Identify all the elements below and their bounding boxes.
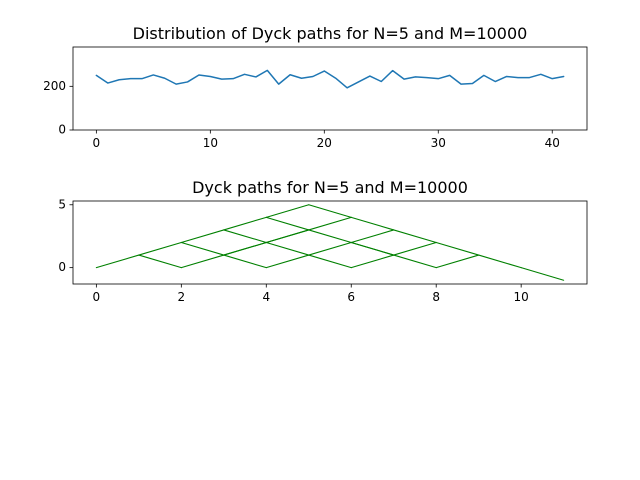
x-tick-label: 4 [262, 290, 270, 304]
y-tick-label: 0 [58, 260, 66, 274]
dyck-path-segment [95, 254, 140, 269]
dyck-path-segment [265, 204, 310, 218]
dyck-path-segment [308, 204, 352, 218]
dyck-path-segment [350, 241, 395, 256]
dyck-path-segment [393, 254, 437, 269]
x-tick-label: 0 [93, 290, 101, 304]
dyck-path-segment [308, 241, 352, 256]
dyck-path-segment [478, 254, 522, 269]
dyck-path-segment [180, 229, 225, 244]
y-tick-label: 200 [43, 79, 66, 93]
distribution-chart: Distribution of Dyck paths for N=5 and M… [43, 24, 588, 150]
dyck-paths-series-group [95, 204, 565, 281]
dyck-path-segment [265, 229, 310, 244]
x-axis-ticks: 0 2 4 6 8 10 [93, 284, 529, 304]
dyck-path-segment [223, 216, 267, 231]
y-tick-label: 0 [58, 123, 66, 137]
distribution-series-group [95, 69, 565, 89]
dyck-path-segment [308, 216, 352, 231]
dyck-path-segment [138, 241, 182, 256]
chart-title: Distribution of Dyck paths for N=5 and M… [133, 24, 528, 43]
dyck-path-segment [138, 254, 182, 269]
x-tick-label: 8 [432, 290, 440, 304]
x-axis-ticks: 0 10 20 30 40 [93, 130, 560, 150]
dyck-path-segment [180, 241, 225, 256]
dyck-path-segment [520, 267, 565, 281]
x-tick-label: 20 [317, 136, 332, 150]
x-tick-label: 40 [545, 136, 560, 150]
axes-frame [72, 46, 588, 131]
y-axis-ticks: 05 [58, 197, 73, 274]
distribution-line [95, 69, 565, 89]
dyck-path-segment [308, 254, 352, 269]
dyck-path-segment [350, 216, 395, 231]
dyck-path-segment [435, 241, 480, 256]
x-tick-label: 2 [178, 290, 186, 304]
y-axis-ticks: 0 200 [43, 79, 73, 137]
dyck-path-segment [393, 241, 437, 256]
dyck-path-segment [393, 229, 437, 244]
axes-frame [72, 200, 588, 285]
x-tick-label: 0 [93, 136, 101, 150]
dyck-path-segment [350, 254, 395, 269]
dyck-path-segment [223, 241, 267, 256]
dyck-path-segment [350, 229, 395, 244]
chart-title: Dyck paths for N=5 and M=10000 [192, 178, 468, 197]
dyck-path-segment [265, 254, 310, 269]
x-tick-label: 6 [347, 290, 355, 304]
dyck-path-segment [223, 254, 267, 269]
x-tick-label: 10 [514, 290, 529, 304]
x-tick-label: 10 [203, 136, 218, 150]
dyck-paths-chart: Dyck paths for N=5 and M=10000 0 2 4 6 8 10 0… [58, 178, 588, 304]
y-tick-label: 5 [58, 197, 66, 211]
x-tick-label: 30 [431, 136, 446, 150]
dyck-path-segment [435, 254, 480, 269]
dyck-path-segment [265, 216, 310, 231]
dyck-path-segment [180, 254, 225, 269]
dyck-path-segment [265, 241, 310, 256]
dyck-path-segment [308, 229, 352, 244]
dyck-path-segment [223, 229, 267, 244]
